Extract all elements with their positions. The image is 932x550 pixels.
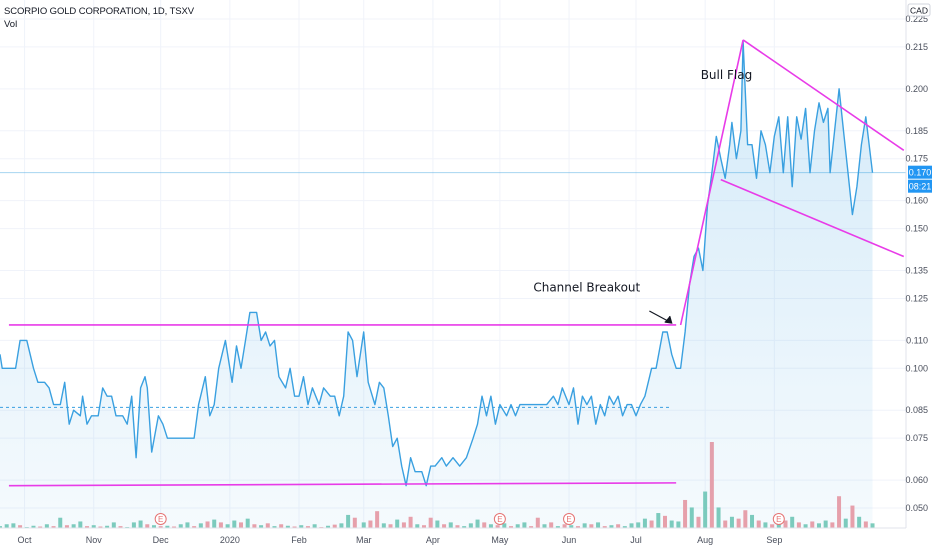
arrow-icon — [649, 310, 673, 324]
symbol-title[interactable]: SCORPIO GOLD CORPORATION, 1D, TSXV — [4, 6, 194, 17]
y-tick-label: 0.150 — [905, 224, 928, 234]
y-tick-label: 0.075 — [905, 433, 928, 443]
price-line — [0, 40, 874, 487]
earnings-icon[interactable] — [493, 513, 506, 525]
earnings-icon-label: E — [776, 515, 781, 524]
earnings-icon-label: E — [158, 515, 163, 524]
volume-legend-label: Vol — [4, 19, 18, 30]
earnings-icon[interactable] — [563, 513, 576, 525]
y-tick-label: 0.060 — [905, 475, 928, 485]
annotation-text[interactable]: Bull Flag — [701, 68, 753, 82]
earnings-icon[interactable] — [772, 513, 785, 525]
y-tick-label: 0.185 — [905, 126, 928, 136]
trendline-channel-bottom[interactable] — [8, 482, 677, 487]
x-tick-label: Nov — [86, 535, 103, 545]
x-tick-label: Sep — [766, 535, 782, 545]
countdown-tag — [908, 179, 932, 193]
y-tick-label: 0.125 — [905, 293, 928, 303]
x-tick-label: Jun — [562, 535, 577, 545]
y-tick-label: 0.085 — [905, 405, 928, 415]
y-tick-label: 0.225 — [905, 14, 928, 24]
time-axis[interactable]: Oct Nov Dec 2020 Feb Mar Apr May Jun Jul Aug Sep — [0, 527, 906, 545]
current-price-tag — [908, 165, 932, 179]
annotation-text[interactable]: Channel Breakout — [533, 280, 640, 294]
x-tick-label: Dec — [153, 535, 170, 545]
earnings-icon[interactable] — [154, 513, 167, 525]
y-tick-label: 0.215 — [905, 42, 928, 52]
y-tick-label: 0.135 — [905, 265, 928, 275]
y-tick-label: 0.200 — [905, 84, 928, 94]
price-area-fill — [0, 41, 873, 529]
x-tick-label: Aug — [697, 535, 713, 545]
x-tick-label: Mar — [356, 535, 372, 545]
x-tick-label: Jul — [630, 535, 642, 545]
trendline-flagpole[interactable] — [679, 39, 744, 326]
earnings-icon-label: E — [566, 515, 571, 524]
current-price-value: 0.170 — [909, 168, 932, 178]
x-tick-label: Oct — [18, 535, 33, 545]
x-tick-label: 2020 — [220, 535, 240, 545]
x-tick-label: Apr — [426, 535, 440, 545]
x-tick-label: Feb — [291, 535, 307, 545]
price-axis[interactable]: 0.225 0.215 0.200 0.185 0.175 0.160 0.150 0.135… — [905, 0, 932, 528]
y-tick-label: 0.160 — [905, 196, 928, 206]
y-tick-label: 0.050 — [905, 503, 928, 513]
y-tick-label: 0.100 — [905, 363, 928, 373]
countdown-value: 08:21 — [909, 182, 932, 192]
x-tick-label: May — [491, 535, 509, 545]
earnings-icon-label: E — [497, 515, 502, 524]
trendline-flag-bottom[interactable] — [720, 178, 905, 258]
annotations: Bull Flag Channel Breakout — [533, 68, 752, 294]
currency-badge[interactable] — [907, 3, 931, 17]
trendlines — [8, 39, 905, 487]
y-tick-label: 0.175 — [905, 154, 928, 164]
volume-bar — [870, 523, 875, 528]
currency-label: CAD — [910, 6, 928, 16]
y-tick-label: 0.110 — [906, 335, 928, 345]
trendline-flag-top[interactable] — [742, 39, 905, 151]
